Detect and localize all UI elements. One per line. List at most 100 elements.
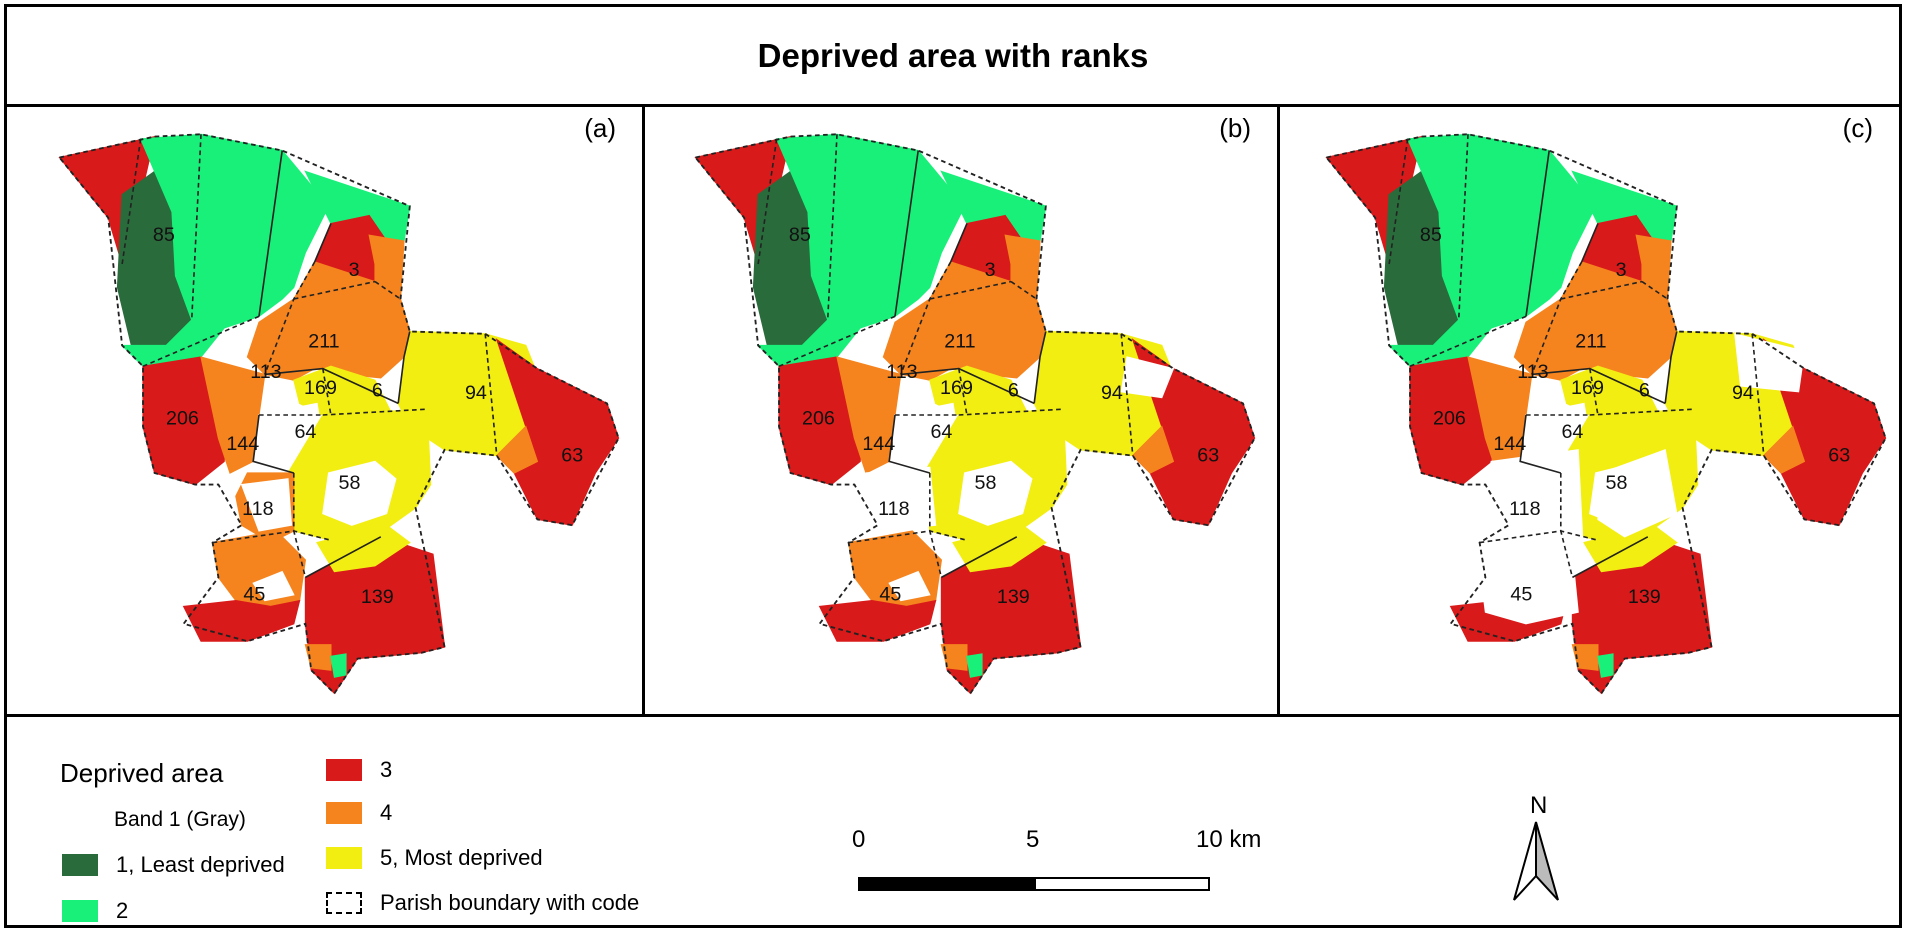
map-panels: (a) 85 3 211 113 169 6 94 206 64 144 63 58 118 45 139 …	[7, 107, 1899, 717]
legend-item-1: 1, Least deprived	[62, 852, 285, 878]
parish-code-label: 139	[1628, 586, 1661, 608]
deprived-area-nw	[694, 135, 792, 267]
non-deprived-area	[1734, 333, 1806, 393]
deprived-area-o118	[235, 472, 295, 544]
deprived-area-w58	[1589, 460, 1664, 526]
deprived-area-gS	[1597, 653, 1614, 678]
deprived-area-w118	[876, 478, 929, 532]
parish-boundary	[848, 530, 943, 578]
deprived-area-y58	[1554, 408, 1699, 541]
scale-tick-10: 10 km	[1196, 826, 1262, 853]
parish-code-label: 3	[985, 259, 996, 281]
parish-code-label: 144	[226, 433, 259, 455]
parish-boundary	[1531, 261, 1583, 375]
study-area-outline	[1324, 133, 1887, 695]
deprived-area-r63	[1131, 338, 1256, 526]
parish-boundary	[1664, 331, 1678, 404]
legend-item-3: 3	[326, 757, 392, 783]
parish-boundary	[894, 150, 920, 317]
deprived-area-r3	[313, 214, 388, 289]
legend-label-2: 2	[116, 898, 129, 923]
deprived-area-oS	[304, 644, 332, 671]
scale-bar-white-segment	[1034, 877, 1210, 891]
legend-swatch-4	[326, 802, 362, 824]
deprived-area-r206	[778, 356, 879, 486]
parish-boundary	[212, 530, 307, 578]
parish-boundary	[1589, 368, 1599, 416]
parish-code-label: 85	[789, 224, 811, 246]
deprived-area-o45	[211, 530, 307, 607]
deprived-area-o45	[847, 530, 943, 607]
legend-swatch-1	[62, 854, 98, 876]
non-deprived-area	[1597, 449, 1678, 538]
north-arrow-icon	[1513, 821, 1559, 901]
deprived-area-w64	[894, 402, 960, 457]
deprived-area-y58	[287, 408, 432, 541]
parish-code-label: 58	[339, 472, 361, 494]
deprivation-map: 85 3 211 113 169 6 94 206 64 144 63 58 118 45 139	[693, 133, 1256, 695]
legend-label-3: 3	[380, 757, 393, 782]
deprived-area-w45	[1519, 570, 1562, 602]
deprived-area-nw	[58, 135, 156, 267]
legend-label-4: 4	[380, 800, 393, 825]
panel-label-c: (c)	[1842, 113, 1873, 143]
parish-code-label: 3	[1616, 259, 1627, 281]
non-deprived-area	[1478, 553, 1579, 625]
parish-code-label: 113	[886, 361, 917, 383]
deprived-area-r139	[940, 536, 1082, 695]
parish-boundary	[941, 536, 1018, 579]
deprived-area-dg	[116, 170, 193, 346]
parish-boundary	[1033, 331, 1047, 404]
parish-code-label: 144	[1493, 433, 1526, 455]
parish-boundary	[1559, 472, 1599, 542]
panel-label-a: (a)	[584, 113, 616, 143]
parish-boundary	[1457, 134, 1469, 320]
deprived-area-o3	[1635, 234, 1672, 300]
parish-code-label: 63	[1197, 444, 1219, 466]
parish-code-label: 139	[361, 586, 394, 608]
scale-bar-black-segment	[858, 877, 1036, 891]
parish-code-label: 144	[862, 433, 895, 455]
parish-code-label: 113	[1517, 361, 1548, 383]
deprived-area-oS	[940, 644, 968, 671]
deprived-area-r63	[1762, 338, 1887, 526]
parish-code-label: 206	[1433, 407, 1466, 429]
legend-swatch-2	[62, 900, 98, 922]
parish-boundary	[142, 315, 260, 368]
legend-label-boundary: Parish boundary with code	[380, 890, 640, 915]
deprived-area-gS	[330, 653, 347, 678]
parish-boundary	[888, 414, 931, 474]
deprived-area-y58	[923, 408, 1068, 541]
deprived-area-w58	[958, 460, 1033, 526]
deprived-area-e94	[1664, 330, 1806, 457]
deprived-area-w45	[252, 570, 295, 602]
parish-boundary	[1589, 408, 1695, 416]
parish-boundary	[778, 315, 896, 368]
deprived-area-w64	[258, 402, 324, 457]
scale-bar	[858, 877, 1210, 891]
parish-code-label: 118	[242, 498, 273, 520]
deprived-area-w118	[240, 478, 293, 532]
legend-label-1: 1, Least deprived	[116, 852, 285, 877]
parish-boundary	[1751, 333, 1765, 456]
parish-boundary	[484, 333, 498, 456]
parish-code-label: 58	[975, 472, 997, 494]
parish-boundary	[1010, 280, 1037, 300]
map-panel-b: (b) 85 3 211 113 169 6 94 206 64 144 63 58 118 45 139	[642, 107, 1277, 714]
parish-code-label: 58	[1606, 472, 1628, 494]
legend-title: Deprived area	[60, 758, 224, 788]
legend-item-2: 2	[62, 898, 128, 924]
parish-boundary	[1388, 138, 1409, 265]
deprived-area-r139	[304, 536, 446, 695]
parish-boundary	[949, 223, 968, 263]
deprived-area-o3	[368, 234, 405, 300]
legend-swatch-3	[326, 759, 362, 781]
legend-area	[7, 717, 1899, 928]
parish-boundary	[313, 223, 332, 263]
parish-boundary	[1120, 333, 1134, 456]
parish-boundary	[928, 472, 968, 542]
parish-boundary	[929, 280, 1012, 300]
deprived-area-ctrO	[1513, 261, 1678, 381]
parish-boundary	[322, 408, 428, 416]
parish-boundary	[1525, 150, 1551, 317]
